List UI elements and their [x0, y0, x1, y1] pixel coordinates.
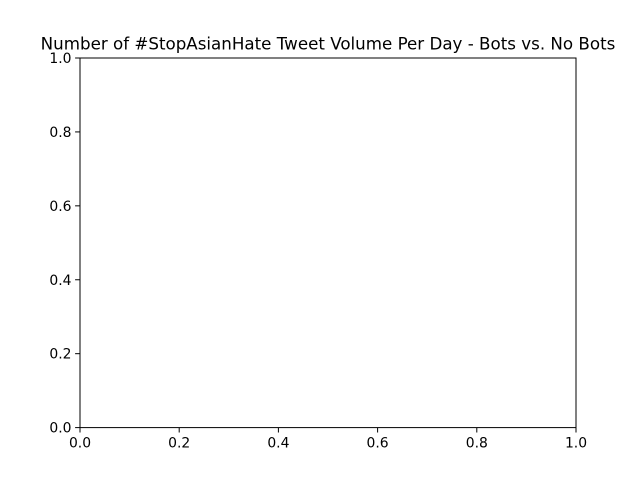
x-tick-label: 0.8 — [466, 436, 488, 452]
y-tick-label: 0.4 — [49, 273, 71, 289]
x-tick-label: 0.4 — [267, 436, 289, 452]
x-axis-ticks: 0.0 0.2 0.4 0.6 0.8 1.0 — [69, 427, 587, 452]
y-tick-label: 1.0 — [49, 51, 71, 67]
y-tick-label: 0.0 — [49, 421, 71, 437]
y-tick-label: 0.6 — [49, 199, 71, 215]
plot-area — [80, 58, 576, 428]
y-tick-label: 0.8 — [49, 125, 71, 141]
y-axis-ticks: 0.0 0.2 0.4 0.6 0.8 1.0 — [49, 51, 80, 437]
axes-background — [80, 58, 576, 428]
chart-title: Number of #StopAsianHate Tweet Volume Pe… — [41, 34, 616, 54]
x-tick-label: 0.0 — [69, 436, 91, 452]
x-tick-label: 0.6 — [367, 436, 389, 452]
y-tick-label: 0.2 — [49, 347, 71, 363]
x-tick-label: 1.0 — [565, 436, 587, 452]
axes-frame — [79, 57, 577, 429]
x-tick-label: 0.2 — [168, 436, 190, 452]
